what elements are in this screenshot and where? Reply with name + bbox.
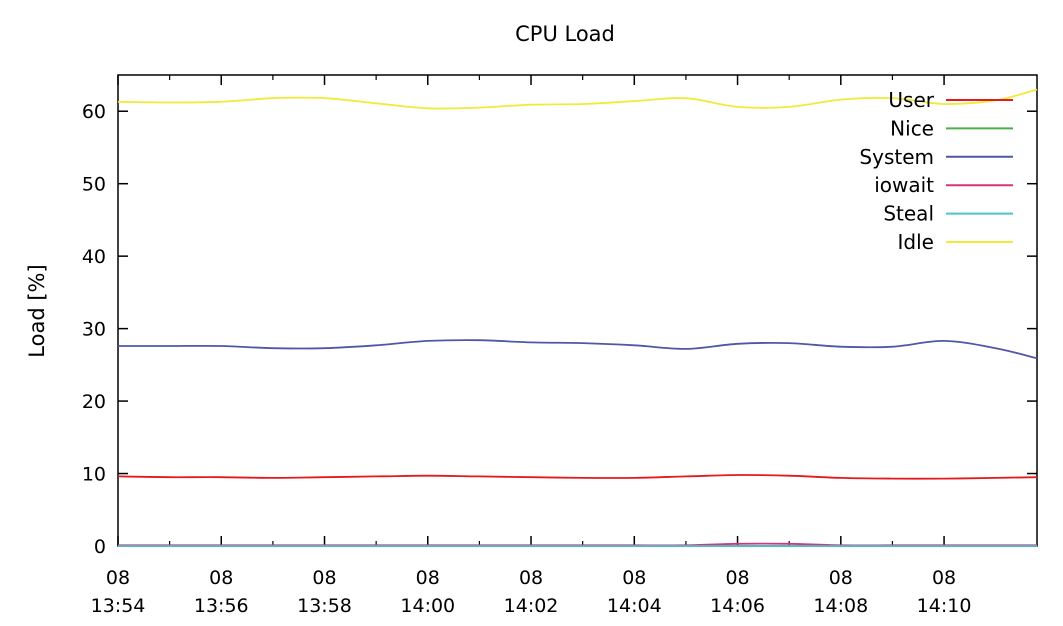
legend-label-system: System — [859, 145, 934, 169]
y-tick-label: 0 — [94, 536, 106, 558]
x-tick-label-date: 08 — [519, 567, 543, 589]
x-tick-label-date: 08 — [209, 567, 233, 589]
y-axis-label: Load [%] — [25, 264, 49, 357]
y-tick-label: 30 — [82, 319, 106, 341]
x-tick-label-date: 08 — [106, 567, 130, 589]
y-tick-label: 60 — [82, 101, 106, 123]
chart-title: CPU Load — [515, 22, 615, 46]
x-tick-label-time: 14:04 — [607, 595, 662, 617]
series-line-idle — [117, 88, 1038, 110]
x-tick-label-date: 08 — [312, 567, 336, 589]
x-tick-label-date: 08 — [416, 567, 440, 589]
x-tick-label-time: 14:00 — [400, 595, 455, 617]
x-tick-label-date: 08 — [725, 567, 749, 589]
x-tick-label-time: 13:56 — [194, 595, 249, 617]
y-tick-label: 50 — [82, 174, 106, 196]
legend-label-idle: Idle — [898, 230, 934, 254]
series-lines — [117, 88, 1038, 547]
x-tick-label-date: 08 — [622, 567, 646, 589]
x-tick-label-time: 13:54 — [91, 595, 146, 617]
x-tick-label-time: 14:06 — [710, 595, 765, 617]
legend-label-user: User — [888, 88, 934, 112]
axis-ticks: 0 10 20 30 40 50 60 08 13:54 08 13:56 08 13:58 08 14:0… — [82, 75, 1037, 617]
x-tick-label-time: 14:08 — [813, 595, 868, 617]
x-tick-label-time: 14:10 — [917, 595, 972, 617]
x-tick-label-time: 14:02 — [504, 595, 559, 617]
legend: User Nice System iowait Steal Idle — [859, 88, 1013, 254]
x-tick-label-date: 08 — [932, 567, 956, 589]
series-line-user — [117, 474, 1038, 480]
series-line-system — [118, 339, 1038, 360]
legend-label-nice: Nice — [890, 116, 934, 140]
legend-label-iowait: iowait — [874, 173, 934, 197]
y-tick-label: 10 — [82, 464, 106, 486]
legend-label-steal: Steal — [883, 202, 934, 226]
y-tick-label: 40 — [82, 246, 106, 268]
y-tick-label: 20 — [82, 391, 106, 413]
x-tick-label-time: 13:58 — [297, 595, 352, 617]
x-tick-label-date: 08 — [829, 567, 853, 589]
